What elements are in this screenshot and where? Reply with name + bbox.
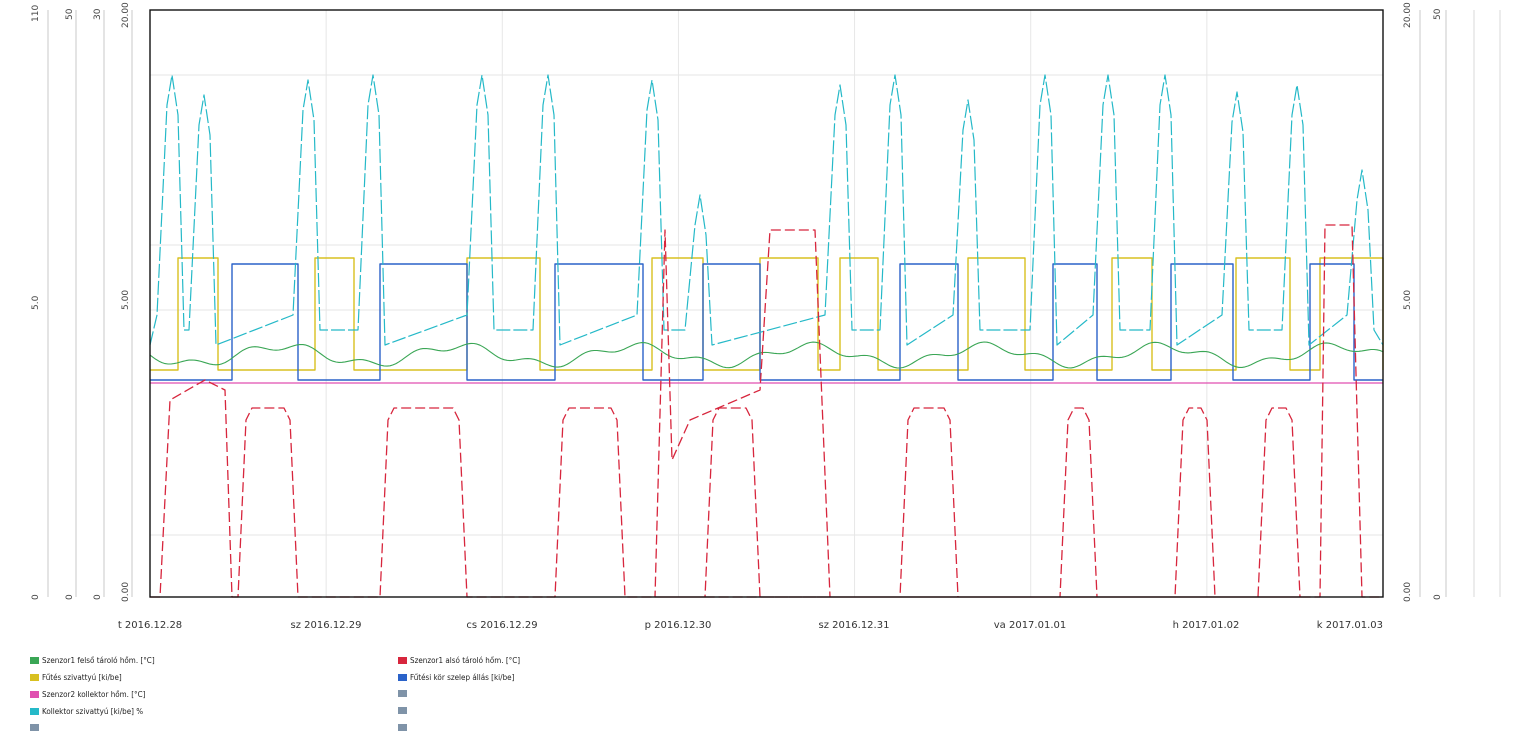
left-axis-4-top: 20.00 (121, 2, 131, 28)
right-axis-2-bottom: 0 (1433, 594, 1443, 600)
grid (150, 10, 1383, 597)
left-axis-4-bottom: 0.00 (121, 582, 131, 602)
x-tick-label: k 2017.01.03 (1317, 620, 1383, 631)
left-axis-4-mid: 5.00 (121, 290, 131, 310)
left-axis-3-top: 30 (93, 8, 103, 20)
right-axis-2-top: 50 (1433, 8, 1443, 20)
left-axis-2-bottom: 0 (65, 594, 75, 600)
x-tick-label: sz 2016.12.31 (819, 620, 890, 631)
x-tick-label: va 2017.01.01 (994, 620, 1066, 631)
left-axis-1-mid: 5.0 (31, 295, 41, 310)
left-axis-3: 30 0 (93, 8, 105, 600)
x-tick-label: p 2016.12.30 (645, 620, 712, 631)
left-axis-2-top: 50 (65, 8, 75, 20)
right-axis-2: 50 0 (1433, 8, 1447, 600)
series-cyan-line (149, 74, 1384, 346)
x-tick-label: sz 2016.12.29 (291, 620, 362, 631)
left-axis-3-bottom: 0 (93, 594, 103, 600)
left-axis-1-bottom: 0 (31, 594, 41, 600)
left-axis-1-top: 110 (31, 5, 41, 22)
series-blue-line (150, 263, 1383, 381)
left-axis-4: 20.00 5.00 0.00 (121, 2, 133, 602)
x-tick-label: t 2016.12.28 (118, 620, 182, 631)
x-tick-label: h 2017.01.02 (1173, 620, 1240, 631)
left-axis-2: 50 0 (65, 8, 77, 600)
right-axis-1-mid: 5.00 (1403, 290, 1413, 310)
left-axis-1: 110 5.0 0 (31, 5, 49, 600)
plot-area (149, 9, 1384, 598)
right-axis-1-top: 20.00 (1403, 2, 1413, 28)
series-layer (149, 74, 1384, 598)
x-axis: t 2016.12.28 sz 2016.12.29 cs 2016.12.29… (118, 620, 1383, 631)
right-axis-1-bottom: 0.00 (1403, 582, 1413, 602)
series-yellow-line (150, 257, 1384, 371)
right-axis-1: 20.00 5.00 0.00 (1403, 2, 1421, 602)
series-red-line (150, 224, 1383, 598)
series-green-line (149, 341, 1384, 369)
x-tick-label: cs 2016.12.29 (466, 620, 537, 631)
